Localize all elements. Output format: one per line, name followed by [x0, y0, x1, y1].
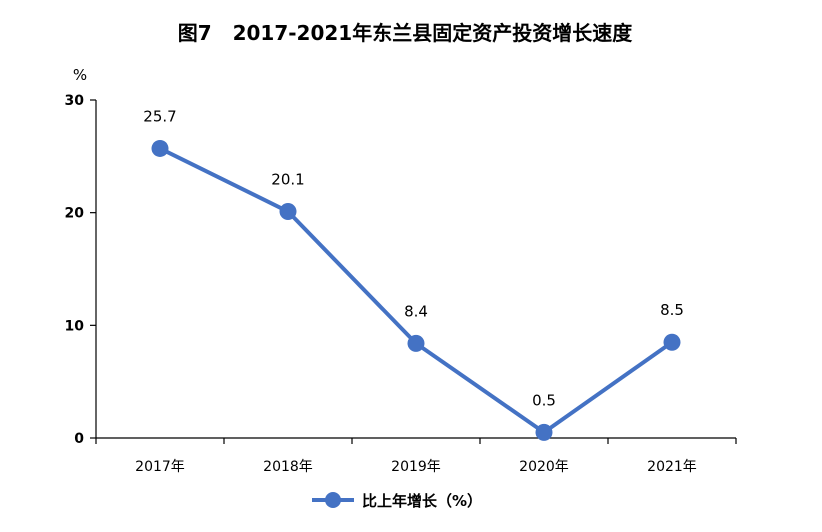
y-tick-labels: 0 10 20 30 [65, 93, 85, 447]
data-point [535, 423, 553, 441]
x-tick-label: 2018年 [263, 459, 313, 475]
axes [90, 99, 737, 444]
data-label: 20.1 [271, 171, 304, 189]
data-point [663, 333, 681, 351]
data-point [407, 334, 425, 352]
data-label: 8.4 [404, 302, 428, 320]
data-label: 8.5 [660, 301, 684, 319]
x-tick-label: 2020年 [519, 459, 569, 475]
x-tick-label: 2019年 [391, 459, 441, 475]
x-tick-label: 2021年 [647, 459, 697, 475]
y-tick-label: 10 [65, 318, 85, 334]
series-group [151, 139, 681, 441]
x-tick-labels: 2017年 2018年 2019年 2020年 2021年 [135, 459, 697, 475]
data-point [279, 203, 297, 221]
y-tick-label: 0 [74, 431, 84, 447]
y-tick-label: 20 [65, 206, 85, 222]
data-labels: 25.7 20.1 8.4 0.5 8.5 [143, 107, 684, 409]
legend-label: 比上年增长（%） [362, 492, 482, 510]
data-label: 0.5 [532, 391, 556, 409]
data-label: 25.7 [143, 107, 176, 125]
legend-marker [325, 492, 341, 508]
chart-title: 图7 2017-2021年东兰县固定资产投资增长速度 [178, 21, 633, 45]
series-line [159, 146, 674, 435]
x-tick-label: 2017年 [135, 459, 185, 475]
y-tick-label: 30 [65, 93, 85, 109]
y-unit-label: % [73, 66, 87, 84]
data-point [151, 139, 169, 157]
legend: 比上年增长（%） [312, 492, 482, 510]
